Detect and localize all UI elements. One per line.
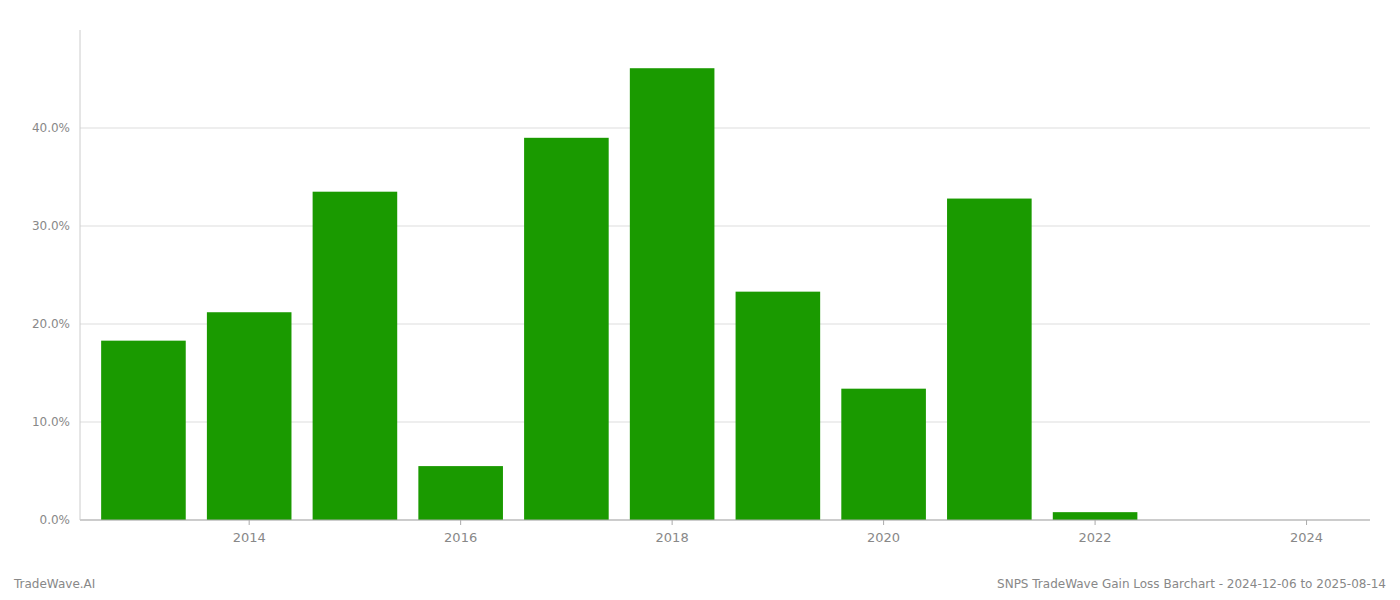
bar xyxy=(841,389,926,520)
y-tick-label: 20.0% xyxy=(32,317,70,331)
y-tick-label: 30.0% xyxy=(32,219,70,233)
grid-line xyxy=(80,128,1370,129)
bar xyxy=(418,466,503,520)
bar xyxy=(524,138,609,520)
x-tick-label: 2022 xyxy=(1079,530,1112,545)
footer-text: TradeWave.AI xyxy=(13,577,95,591)
bar xyxy=(947,199,1032,520)
x-tick-label: 2014 xyxy=(233,530,266,545)
x-tick xyxy=(1306,520,1307,525)
x-tick xyxy=(460,520,461,525)
bar xyxy=(313,192,398,520)
x-tick-label: 2016 xyxy=(444,530,477,545)
y-tick-label: 40.0% xyxy=(32,121,70,135)
x-tick-label: 2020 xyxy=(867,530,900,545)
x-axis-line xyxy=(80,520,1370,521)
x-tick xyxy=(249,520,250,525)
x-tick xyxy=(1095,520,1096,525)
footer-text: SNPS TradeWave Gain Loss Barchart - 2024… xyxy=(997,577,1386,591)
x-tick-label: 2024 xyxy=(1290,530,1323,545)
x-tick xyxy=(883,520,884,525)
y-axis-line xyxy=(80,30,81,520)
x-tick xyxy=(672,520,673,525)
bar xyxy=(207,312,292,520)
bars xyxy=(101,68,1137,520)
chart-svg: 0.0% 10.0% 20.0% 30.0% 40.0% 2014 2016 2018 2020… xyxy=(0,0,1400,600)
y-tick-label: 0.0% xyxy=(40,513,71,527)
chart-container: 0.0% 10.0% 20.0% 30.0% 40.0% 2014 2016 2018 2020… xyxy=(0,0,1400,600)
bar xyxy=(630,68,715,520)
bar xyxy=(101,341,186,520)
grid-line xyxy=(80,226,1370,227)
grid-line xyxy=(80,520,1370,521)
x-tick-label: 2018 xyxy=(656,530,689,545)
grid xyxy=(80,128,1370,520)
y-tick-label: 10.0% xyxy=(32,415,70,429)
bar xyxy=(736,292,821,520)
bar xyxy=(1053,512,1138,520)
